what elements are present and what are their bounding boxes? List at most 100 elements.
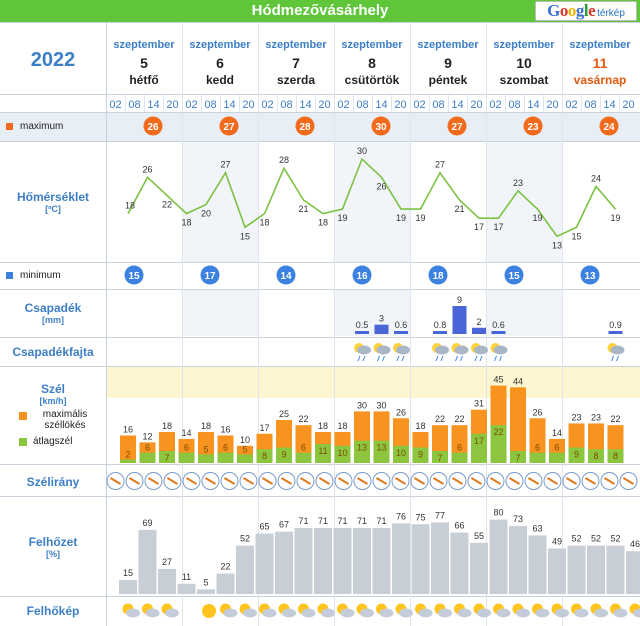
day-name: péntek [429, 73, 468, 87]
cloudy-sun-icon [262, 608, 277, 618]
temperature-label: Hőmérséklet [ºC] [0, 142, 106, 262]
wind-avg-bar [568, 447, 585, 463]
wind-gust-value: 45 [493, 375, 503, 385]
hour-label: 08 [508, 99, 520, 111]
cloud-unit: [%] [46, 549, 60, 559]
hour-label: 20 [166, 99, 178, 111]
min-circle [124, 265, 144, 285]
min-circle [428, 265, 448, 285]
rain-sun-icon [479, 355, 483, 362]
storm-icon [454, 345, 469, 355]
gust-square-icon [19, 412, 27, 420]
cloud-value: 65 [259, 522, 269, 532]
cloud-bar [294, 527, 313, 594]
cloudy-sun-icon [243, 608, 257, 618]
cloud-bar [606, 545, 625, 594]
cloudy-icon [321, 608, 335, 618]
day-number: 7 [292, 55, 300, 71]
temperature-value: 20 [201, 209, 211, 219]
wind-avg-value: 6 [457, 443, 462, 453]
wind-avg-bar [588, 449, 604, 463]
cloud-value: 5 [203, 577, 208, 587]
cloud-bar [353, 527, 371, 594]
rain-sun-icon [474, 345, 488, 355]
wind-arrow-icon [622, 477, 635, 485]
wind-avg-value: 13 [376, 443, 386, 453]
hour-label: 20 [242, 99, 254, 111]
wind-arrow-icon [109, 477, 122, 485]
max-value: 27 [451, 122, 463, 133]
wind-avg-value: 2 [125, 450, 130, 460]
wind-avg-bar [607, 449, 624, 463]
cloudy-icon [399, 608, 413, 618]
wind-label: Szél [km/h] [0, 376, 106, 412]
day-shade [486, 290, 562, 336]
precip-value: 0.8 [434, 320, 447, 330]
cloudy-icon [438, 608, 452, 618]
precip-unit: [mm] [42, 315, 64, 325]
hour-label: 08 [584, 99, 596, 111]
max-circle [371, 116, 391, 136]
rain-cloud-icon [376, 345, 391, 355]
cloud-bar [489, 519, 508, 594]
rain-icon [493, 345, 508, 355]
rain-sun-icon [474, 355, 478, 362]
max-value: 23 [527, 122, 539, 133]
day-number: 9 [444, 55, 452, 71]
rain-cloud-icon [377, 355, 380, 362]
precip-value: 0.6 [395, 320, 408, 330]
max-value: 28 [299, 122, 311, 133]
cloud-value: 49 [552, 536, 562, 546]
temperature-value: 18 [181, 218, 191, 228]
wind-arrow-icon [280, 477, 293, 485]
cloudy-icon [613, 608, 628, 618]
day-name: csütörtök [345, 73, 400, 87]
wind-gust-value: 26 [396, 407, 406, 417]
hour-label: 14 [603, 99, 615, 111]
day-number: 5 [140, 55, 148, 71]
wind-avg-value: 7 [437, 453, 442, 463]
max-square-icon [6, 123, 13, 130]
cloudy-icon [535, 608, 550, 618]
wind-arrow-icon [223, 477, 236, 485]
rain-cloud-icon [382, 355, 385, 362]
wind-avg-bar [198, 454, 214, 463]
day-number: 6 [216, 55, 224, 71]
temperature-value: 15 [571, 231, 581, 241]
cloud-bar [275, 531, 293, 594]
hour-label: 08 [204, 99, 216, 111]
cloudy-icon [633, 608, 640, 618]
cloud-bar [567, 545, 586, 594]
partly-cloudy-icon [223, 608, 238, 618]
temperature-title: Hőmérséklet [16, 190, 90, 204]
wind-avg-bar [315, 444, 331, 463]
cloud-value: 76 [396, 511, 406, 521]
temperature-value: 19 [396, 213, 406, 223]
wind-avg-value: 10 [396, 448, 406, 458]
max-circle [295, 116, 315, 136]
day-shade [182, 142, 258, 262]
cloud-bar [470, 542, 488, 594]
title-bar [0, 0, 640, 22]
cloud-bar [314, 527, 332, 594]
wind-gust-value: 23 [571, 412, 581, 422]
temperature-value: 21 [298, 204, 308, 214]
avg-square-icon [19, 438, 27, 446]
wind-arrow-icon [261, 477, 274, 485]
wind-avg-bar [412, 447, 429, 463]
wind-avg-bar [373, 440, 390, 463]
wind-arrow-icon [432, 477, 445, 485]
hour-label: 02 [337, 99, 349, 111]
temperature-value: 19 [610, 213, 620, 223]
max-circle [143, 116, 163, 136]
precip-bar [472, 327, 486, 334]
wind-gust-value: 16 [220, 424, 230, 434]
rain-sun-icon [440, 355, 444, 362]
cloud-bar [509, 526, 527, 594]
wind-gust-value: 18 [318, 421, 328, 431]
cloud-title: Felhőzet [28, 535, 78, 549]
cloud-value: 75 [415, 512, 425, 522]
precip-bar [452, 306, 467, 334]
wind-avg-bar [451, 452, 468, 463]
google-map-link[interactable]: Google térkép [535, 1, 637, 21]
